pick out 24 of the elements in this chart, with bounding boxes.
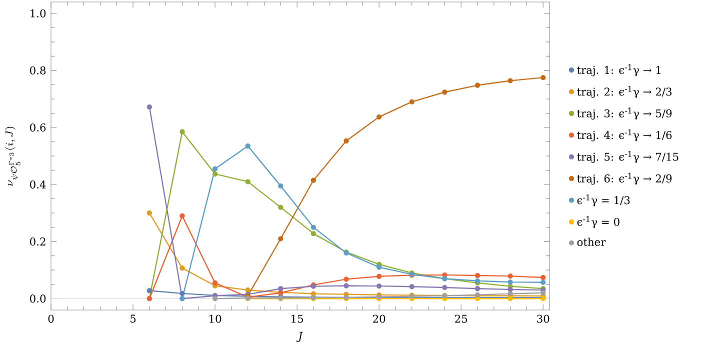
x-tick-label: 25 xyxy=(455,314,468,323)
x-tick-label: 10 xyxy=(210,314,222,323)
legend-label: ϵ$^{-1}$γ = 1/3 xyxy=(577,194,630,206)
y-tick-label: 0.6 xyxy=(30,123,46,132)
x-tick-label: 20 xyxy=(373,314,386,323)
y-tick-label: 1.0 xyxy=(30,9,46,18)
x-tick-label: 5 xyxy=(130,314,136,323)
legend-label: traj. 6: ϵ$^{-1}$γ → 2/9 xyxy=(577,172,672,185)
y-tick-label: 0.2 xyxy=(30,238,46,246)
legend-label: traj. 5: ϵ$^{-1}$γ → 7/15 xyxy=(577,150,678,164)
legend-label: traj. 2: ϵ$^{-1}$γ → 2/3 xyxy=(577,86,672,98)
y-tick-label: 0.0 xyxy=(30,294,46,303)
legend-label: traj. 3: ϵ$^{-1}$γ → 5/9 xyxy=(577,108,672,120)
legend-label: traj. 4: ϵ$^{-1}$γ → 1/6 xyxy=(577,129,672,142)
x-tick-label: 0 xyxy=(48,314,54,323)
y-axis-title: $\nu_{\psi\mathcal{O}_5^{\Gamma\mbox{-}3}}(i,J)$ xyxy=(4,126,20,186)
legend-label: traj. 1: ϵ$^{-1}$γ → 1 xyxy=(577,64,660,76)
y-tick-label: 0.8 xyxy=(30,66,46,74)
x-tick-label: 15 xyxy=(292,314,304,323)
x-tick-label: 30 xyxy=(537,314,550,323)
x-axis-title: J xyxy=(296,332,303,342)
legend-label: other xyxy=(577,238,606,246)
legend-label: ϵ$^{-1}$γ = 0 xyxy=(577,216,620,228)
y-tick-label: 0.4 xyxy=(30,180,46,189)
